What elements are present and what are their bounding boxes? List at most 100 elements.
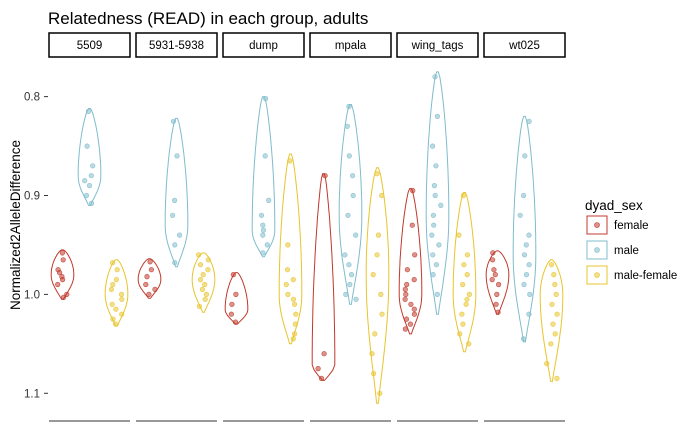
data-point-male-female xyxy=(110,316,116,322)
data-point-male-female xyxy=(290,296,297,302)
data-point-male xyxy=(523,242,529,248)
y-tick-label: 0.9 xyxy=(24,191,40,203)
data-point-male xyxy=(517,212,523,218)
data-point-male-female xyxy=(202,281,208,288)
data-point-female xyxy=(410,188,416,194)
data-point-female xyxy=(402,296,408,302)
data-point-male xyxy=(521,252,528,258)
data-point-male-female xyxy=(551,272,557,278)
data-point-female xyxy=(403,316,410,322)
violin-male-female xyxy=(278,153,303,345)
data-point-male-female xyxy=(196,252,202,258)
facet-strip xyxy=(48,32,131,58)
data-point-male-female xyxy=(110,281,116,288)
data-point-male xyxy=(262,153,268,159)
data-point-male xyxy=(433,163,439,169)
data-point-male-female xyxy=(113,306,119,312)
data-point-male-female xyxy=(464,272,470,278)
data-point-male-female xyxy=(197,262,204,268)
y-axis: 0.8 0.9 1.0 1.1 xyxy=(24,92,48,400)
data-point-male-female xyxy=(464,252,471,258)
data-point-male xyxy=(429,232,435,238)
data-point-male xyxy=(526,262,532,268)
violin-male xyxy=(77,108,102,206)
data-point-male xyxy=(526,232,532,238)
data-point-female xyxy=(55,281,61,288)
violin-male-female xyxy=(365,167,390,404)
data-point-male xyxy=(84,143,90,149)
data-point-male-female xyxy=(371,370,377,377)
data-point-male xyxy=(264,242,270,248)
data-point-female xyxy=(59,250,66,256)
data-point-male xyxy=(433,262,440,268)
data-point-male-female xyxy=(369,351,375,357)
data-point-male xyxy=(177,232,183,238)
violin-male-female xyxy=(452,192,477,353)
data-point-male xyxy=(82,178,88,184)
facet-strip xyxy=(309,32,392,58)
legend-item-male-female: male-female xyxy=(586,265,677,285)
data-point-male-female xyxy=(205,257,211,263)
legend-label: male-female xyxy=(614,270,677,282)
data-point-male-female xyxy=(463,301,469,307)
facet-panel: mpala xyxy=(309,32,392,422)
data-point-male-female xyxy=(293,311,299,317)
legend-item-female: female xyxy=(586,215,649,235)
data-point-male xyxy=(172,260,178,266)
data-point-male xyxy=(350,192,356,199)
violin-male xyxy=(251,96,276,258)
data-point-male xyxy=(266,197,272,203)
data-point-male xyxy=(432,192,438,199)
chart-title: Relatedness (READ) in each group, adults xyxy=(48,9,368,28)
data-point-female xyxy=(232,319,239,325)
legend-label: female xyxy=(614,220,649,232)
data-point-male-female xyxy=(108,286,114,293)
data-point-male-female xyxy=(292,321,298,327)
data-point-male-female xyxy=(374,171,380,177)
data-point-male xyxy=(430,143,436,149)
data-point-male xyxy=(526,118,532,124)
data-point-female xyxy=(496,281,502,288)
data-point-male xyxy=(526,311,532,317)
data-point-male-female xyxy=(548,262,555,268)
data-point-male-female xyxy=(200,272,206,278)
data-point-female xyxy=(143,281,149,288)
data-point-male xyxy=(174,153,180,159)
data-point-female xyxy=(409,222,415,228)
data-point-male-female xyxy=(203,291,209,298)
data-point-male-female xyxy=(285,291,291,298)
violin-female xyxy=(311,173,336,381)
violin-female xyxy=(137,258,162,299)
data-point-male-female xyxy=(109,301,115,307)
facet-panel: wing_tags xyxy=(396,32,479,422)
data-point-male-female xyxy=(460,281,466,288)
data-point-male-female xyxy=(464,296,470,302)
data-point-male-female xyxy=(378,291,384,298)
data-point-male xyxy=(83,192,90,199)
violin-male-female xyxy=(539,259,564,382)
data-point-female xyxy=(152,286,158,293)
data-point-female xyxy=(494,291,500,298)
data-point-male xyxy=(430,212,437,218)
data-point-male xyxy=(86,183,93,189)
data-point-female xyxy=(59,277,66,283)
data-point-male-female xyxy=(109,260,116,266)
data-point-female xyxy=(228,311,234,317)
data-point-male-female xyxy=(379,192,385,199)
data-point-female xyxy=(403,291,409,298)
data-point-male xyxy=(434,291,440,298)
facet-strip-label: mpala xyxy=(335,40,367,52)
data-point-female xyxy=(148,267,154,273)
facet-panel: 5931-5938 xyxy=(135,32,218,422)
data-point-female xyxy=(492,272,498,278)
data-point-male xyxy=(520,336,527,342)
data-point-male-female xyxy=(196,303,202,309)
data-point-male xyxy=(431,222,437,228)
facet-strip xyxy=(135,32,218,58)
legend-key-point xyxy=(594,222,600,228)
data-point-male-female xyxy=(552,281,558,288)
data-point-male-female xyxy=(553,291,559,298)
data-point-male-female xyxy=(461,262,467,268)
data-point-male xyxy=(343,291,349,298)
